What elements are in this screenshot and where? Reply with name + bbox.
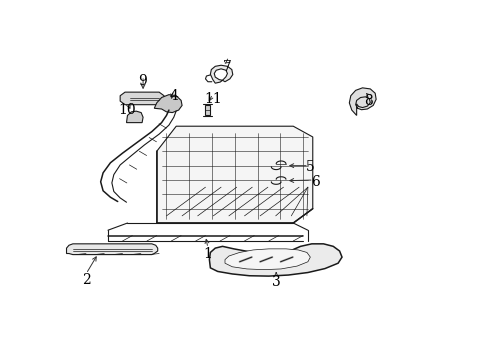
Text: 9: 9 <box>138 75 146 89</box>
Text: 7: 7 <box>223 60 231 74</box>
Text: 2: 2 <box>81 273 90 287</box>
Polygon shape <box>154 95 182 113</box>
Text: 8: 8 <box>364 94 372 108</box>
Polygon shape <box>348 88 375 116</box>
Text: 10: 10 <box>119 103 136 117</box>
Polygon shape <box>209 244 341 276</box>
Text: 1: 1 <box>203 247 212 261</box>
Text: 6: 6 <box>310 175 319 189</box>
Text: 11: 11 <box>203 92 221 106</box>
Polygon shape <box>210 65 232 83</box>
Polygon shape <box>126 111 143 123</box>
Text: 5: 5 <box>305 161 314 175</box>
Polygon shape <box>157 126 312 223</box>
Polygon shape <box>120 92 163 105</box>
Polygon shape <box>224 249 310 270</box>
Polygon shape <box>66 244 158 255</box>
Polygon shape <box>204 105 210 116</box>
Text: 3: 3 <box>271 275 280 289</box>
Text: 4: 4 <box>169 89 178 103</box>
